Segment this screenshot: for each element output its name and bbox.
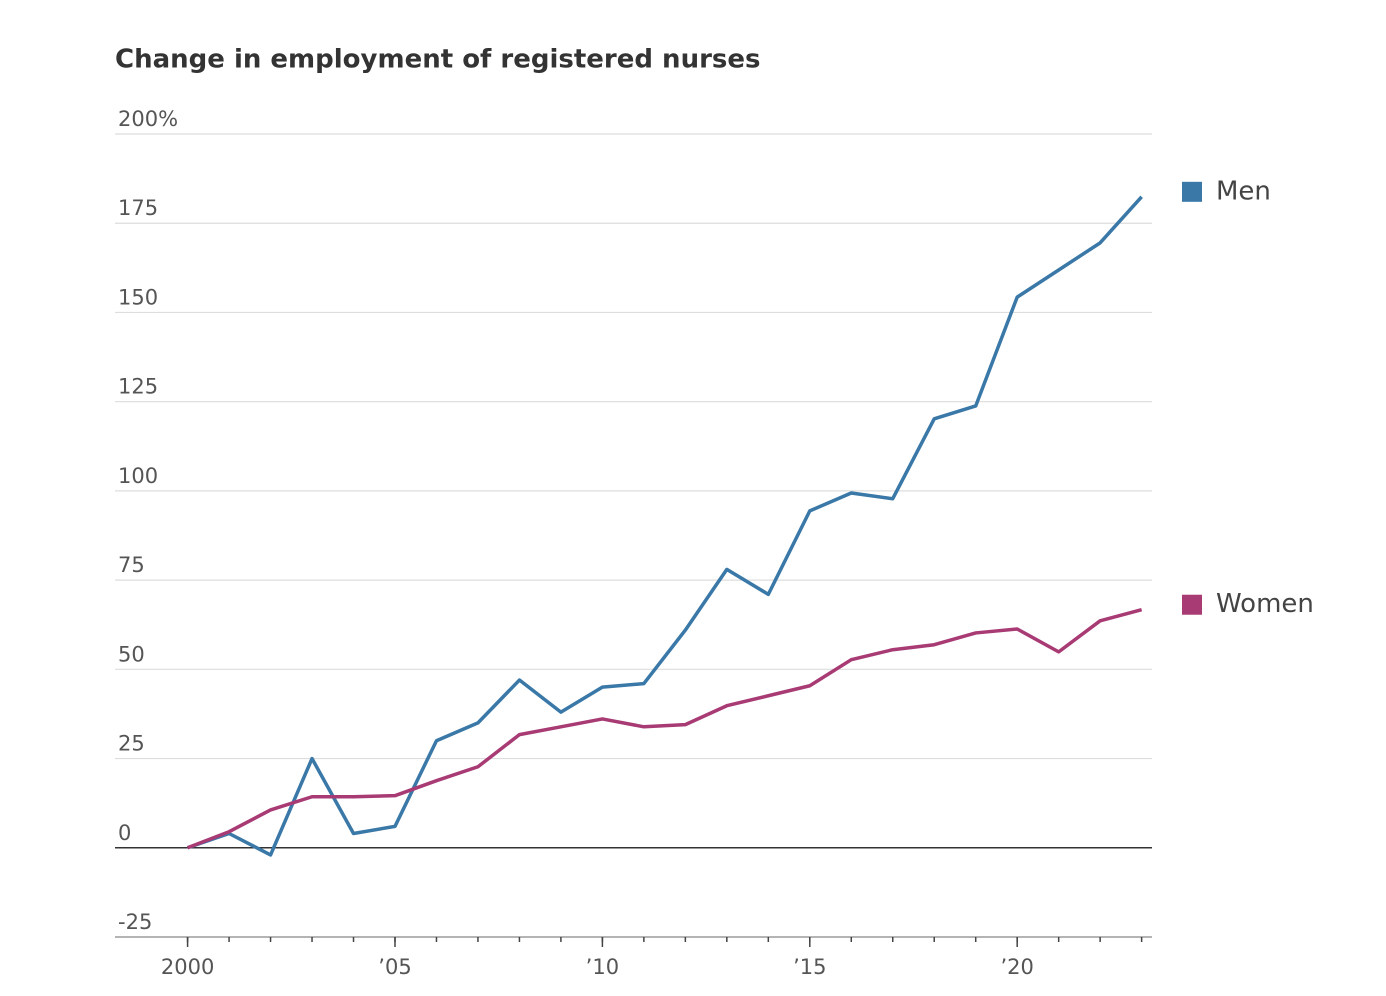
y-tick-label: 125 xyxy=(118,375,158,399)
y-tick-label: 200% xyxy=(118,107,178,131)
x-tick-label: ’15 xyxy=(793,955,826,979)
legend-swatch xyxy=(1182,181,1202,202)
x-tick-label: ’10 xyxy=(586,955,619,979)
y-tick-label: 100 xyxy=(118,464,158,488)
x-tick-label: ’05 xyxy=(378,955,411,979)
y-tick-label: 0 xyxy=(118,821,131,845)
y-tick-label: 25 xyxy=(118,732,145,756)
legend-swatch xyxy=(1182,594,1202,615)
y-tick-label: 75 xyxy=(118,553,145,577)
y-tick-label: -25 xyxy=(118,910,152,934)
legend-label: Women xyxy=(1216,589,1314,619)
y-tick-label: 150 xyxy=(118,285,158,309)
legend-label: Men xyxy=(1216,176,1271,206)
chart-title: Change in employment of registered nurse… xyxy=(115,45,760,75)
y-tick-label: 175 xyxy=(118,196,158,220)
series-line xyxy=(186,608,1143,850)
x-tick-label: 2000 xyxy=(161,955,214,979)
x-tick-label: ’20 xyxy=(1000,955,1033,979)
series-line xyxy=(187,195,1143,857)
y-tick-label: 50 xyxy=(118,642,145,666)
